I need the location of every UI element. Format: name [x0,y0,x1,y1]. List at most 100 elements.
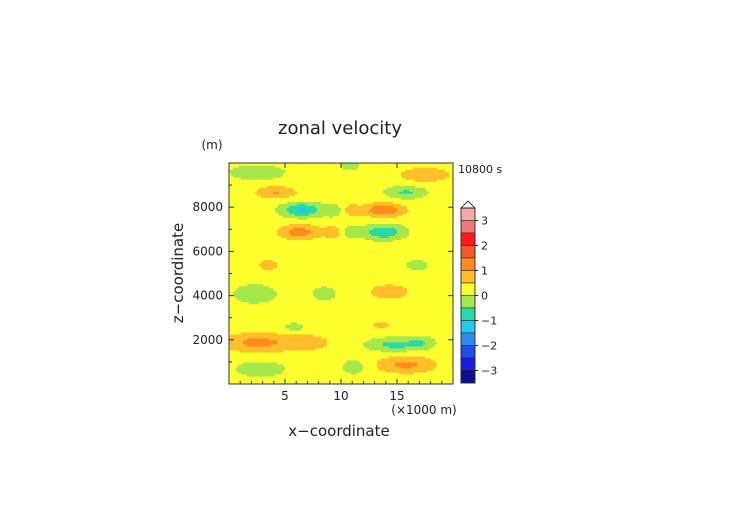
contour-cell [283,309,286,313]
contour-cell [431,337,434,341]
contour-cell [317,373,320,377]
contour-cell [261,371,264,375]
contour-cell [265,373,268,377]
contour-cell [229,339,232,343]
contour-cell [385,337,388,341]
contour-cell [445,343,448,347]
contour-cell [347,365,350,369]
contour-cell [321,379,324,383]
contour-cell [449,323,452,327]
contour-cell [313,361,316,365]
contour-cell [281,337,284,341]
contour-cell [393,343,396,347]
contour-cell [357,357,360,361]
contour-cell [239,349,242,353]
contour-cell [271,295,274,299]
contour-cell [249,327,252,331]
contour-cell [267,317,270,321]
contour-cell [245,345,248,349]
contour-cell [243,293,246,297]
contour-cell [429,297,432,301]
contour-cell [415,379,418,383]
contour-cell [347,369,350,373]
contour-cell [299,367,302,371]
contour-cell [375,323,378,327]
contour-cell [341,319,344,323]
contour-cell [415,363,418,367]
contour-cell [251,379,254,383]
contour-cell [283,347,286,351]
contour-cell [265,343,268,347]
contour-cell [421,313,424,317]
contour-cell [273,319,276,323]
contour-cell [451,365,453,369]
contour-cell [327,381,330,384]
contour-cell [299,365,302,369]
contour-cell [307,321,310,325]
contour-cell [395,307,398,311]
contour-cell [269,301,272,305]
contour-cell [393,347,396,351]
contour-cell [437,347,440,351]
contour-cell [417,379,420,383]
contour-cell [267,331,270,335]
contour-cell [261,297,264,301]
contour-cell [449,371,452,375]
contour-cell [385,345,388,349]
contour-cell [371,355,374,359]
contour-cell [337,341,340,345]
contour-cell [341,373,344,377]
contour-cell [443,337,446,341]
contour-cell [381,323,384,327]
contour-cell [321,299,324,303]
contour-cell [413,309,416,313]
contour-cell [331,367,334,371]
contour-cell [305,295,308,299]
contour-cell [329,303,332,307]
contour-cell [413,317,416,321]
contour-cell [305,365,308,369]
contour-cell [243,367,246,371]
contour-cell [295,333,298,337]
contour-cell [269,297,272,301]
contour-cell [323,367,326,371]
contour-cell [247,371,250,375]
contour-cell [409,369,412,373]
contour-cell [443,349,446,353]
contour-cell [405,323,408,327]
contour-cell [371,347,374,351]
contour-cell [277,293,280,297]
contour-cell [351,293,354,297]
contour-cell [239,333,242,337]
contour-cell [407,341,410,345]
contour-cell [287,353,290,357]
contour-cell [305,331,308,335]
contour-cell [273,353,276,357]
contour-cell [339,363,342,367]
contour-cell [283,329,286,333]
contour-cell [437,307,440,311]
contour-cell [317,355,320,359]
contour-cell [241,377,244,381]
contour-cell [443,307,446,311]
contour-cell [419,361,422,365]
contour-cell [299,351,302,355]
contour-cell [239,335,242,339]
contour-cell [385,353,388,357]
contour-cell [389,303,392,307]
contour-cell [237,353,240,357]
contour-cell [379,339,382,343]
contour-cell [365,345,368,349]
contour-cell [357,345,360,349]
contour-cell [441,357,444,361]
contour-cell [301,347,304,351]
contour-cell [409,317,412,321]
contour-cell [323,375,326,379]
contour-cell [369,311,372,315]
contour-cell [351,357,354,361]
contour-cell [393,309,396,313]
contour-cell [261,311,264,315]
contour-cell [339,341,342,345]
contour-cell [229,313,232,317]
contour-cell [363,359,366,363]
